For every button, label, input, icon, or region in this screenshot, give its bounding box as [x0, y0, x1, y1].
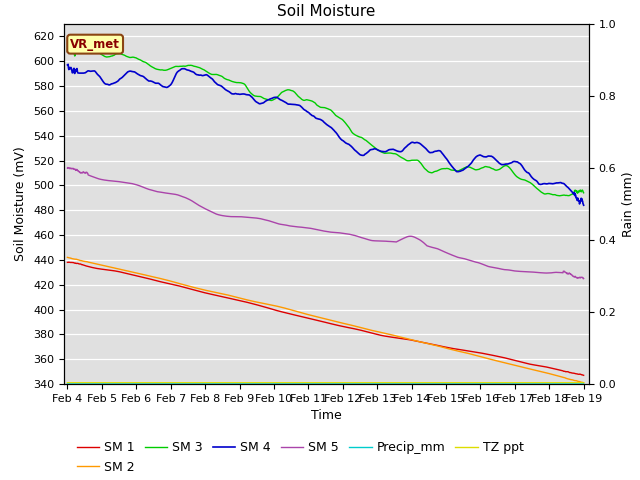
SM 4 [294, 102, 301, 108]
SM 4 [580, 203, 588, 208]
Precip_mm [125, 381, 132, 387]
SM 2 [357, 325, 365, 331]
SM 5 [580, 276, 588, 281]
Y-axis label: Soil Moisture (mV): Soil Moisture (mV) [15, 146, 28, 262]
SM 3 [104, 54, 111, 60]
SM 5 [283, 222, 291, 228]
Line: SM 5: SM 5 [67, 168, 584, 279]
SM 1 [358, 327, 365, 333]
SM 1 [283, 310, 291, 316]
SM 2 [580, 380, 588, 385]
SM 5 [104, 178, 111, 183]
SM 2 [303, 312, 310, 317]
Line: SM 4: SM 4 [67, 64, 584, 205]
TZ ppt [63, 380, 71, 385]
Title: Soil Moisture: Soil Moisture [277, 4, 376, 19]
SM 5 [358, 235, 365, 240]
SM 5 [64, 165, 72, 170]
SM 3 [63, 48, 71, 54]
SM 3 [74, 47, 81, 52]
Text: VR_met: VR_met [70, 37, 120, 51]
SM 3 [303, 97, 310, 103]
SM 2 [125, 268, 132, 274]
Precip_mm [580, 381, 588, 387]
SM 1 [125, 271, 132, 277]
SM 1 [63, 260, 71, 265]
X-axis label: Time: Time [311, 409, 342, 422]
Precip_mm [104, 381, 111, 387]
SM 2 [63, 254, 71, 260]
TZ ppt [357, 380, 365, 385]
TZ ppt [303, 380, 310, 385]
SM 3 [556, 193, 563, 199]
SM 1 [580, 372, 588, 378]
SM 4 [64, 61, 72, 67]
Line: SM 2: SM 2 [67, 257, 584, 383]
SM 3 [294, 93, 301, 98]
Line: SM 1: SM 1 [67, 262, 584, 375]
SM 4 [63, 62, 71, 68]
SM 3 [125, 54, 132, 60]
Precip_mm [293, 381, 301, 387]
SM 5 [294, 224, 301, 230]
SM 4 [303, 108, 310, 114]
SM 5 [125, 180, 132, 186]
SM 4 [358, 152, 365, 158]
SM 1 [65, 259, 73, 265]
Y-axis label: Rain (mm): Rain (mm) [622, 171, 635, 237]
TZ ppt [104, 380, 111, 385]
TZ ppt [283, 380, 291, 385]
SM 2 [283, 306, 291, 312]
SM 2 [104, 264, 111, 269]
SM 3 [580, 190, 588, 196]
SM 2 [293, 309, 301, 314]
Legend: SM 1, SM 2, SM 3, SM 4, SM 5, Precip_mm, TZ ppt: SM 1, SM 2, SM 3, SM 4, SM 5, Precip_mm,… [72, 436, 529, 479]
Line: SM 3: SM 3 [67, 49, 584, 196]
Precip_mm [63, 381, 71, 387]
Precip_mm [303, 381, 310, 387]
SM 4 [104, 82, 111, 87]
SM 5 [579, 276, 587, 282]
SM 3 [358, 134, 365, 140]
SM 1 [294, 313, 301, 319]
SM 4 [283, 100, 291, 106]
TZ ppt [293, 380, 301, 385]
SM 5 [63, 165, 71, 171]
TZ ppt [125, 380, 132, 385]
SM 4 [125, 69, 132, 74]
SM 1 [104, 267, 111, 273]
SM 3 [283, 87, 291, 93]
Precip_mm [357, 381, 365, 387]
SM 5 [303, 225, 310, 231]
TZ ppt [580, 380, 588, 385]
Precip_mm [283, 381, 291, 387]
SM 1 [303, 315, 310, 321]
